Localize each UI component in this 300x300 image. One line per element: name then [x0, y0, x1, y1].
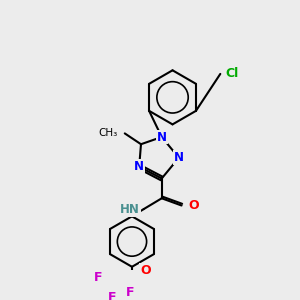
Text: CH₃: CH₃: [98, 128, 118, 138]
Text: O: O: [140, 264, 151, 277]
Text: F: F: [108, 291, 116, 300]
Text: HN: HN: [120, 202, 140, 216]
Text: Cl: Cl: [226, 68, 239, 80]
Text: N: N: [157, 130, 167, 143]
Text: F: F: [126, 286, 134, 299]
Text: F: F: [94, 271, 102, 284]
Text: N: N: [174, 151, 184, 164]
Text: O: O: [189, 199, 200, 212]
Text: N: N: [134, 160, 144, 173]
